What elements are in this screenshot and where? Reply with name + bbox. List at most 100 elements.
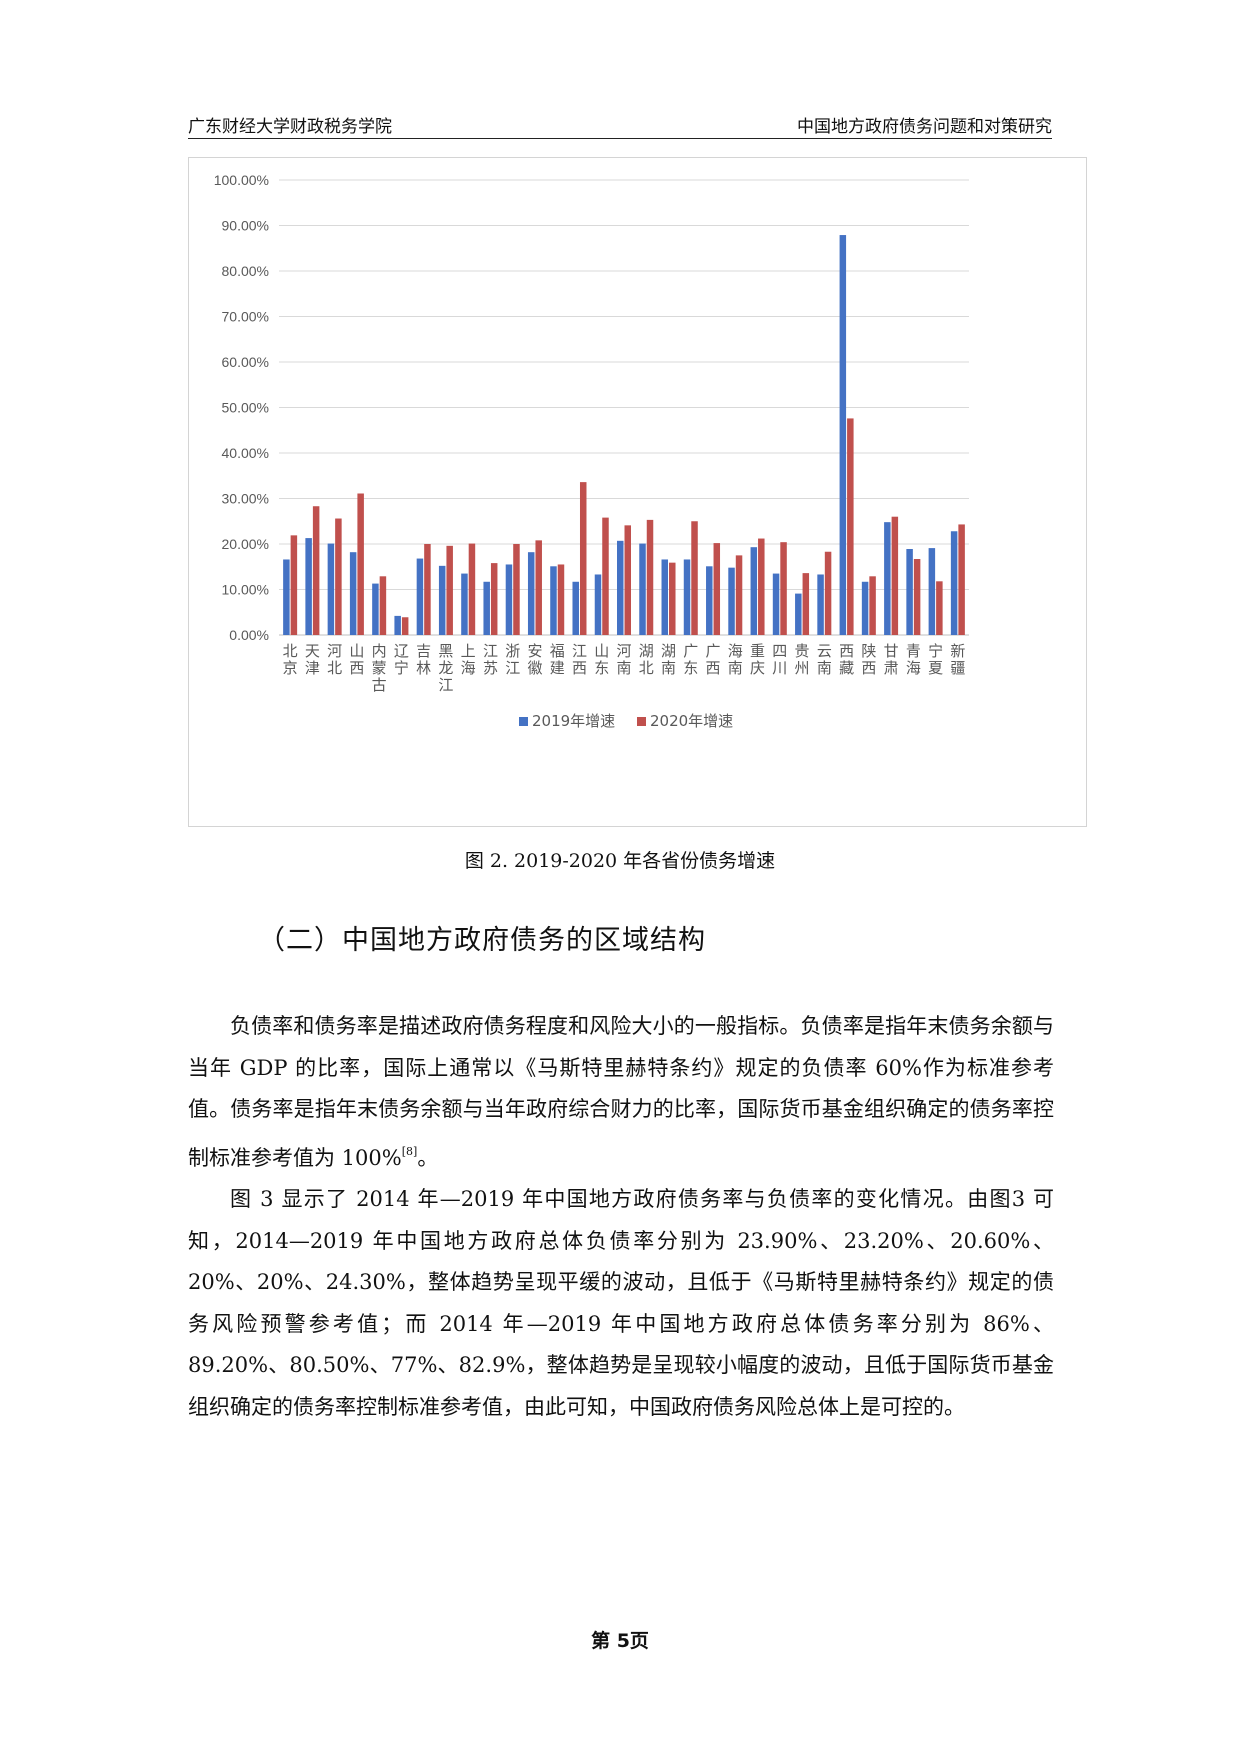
x-tick-label: 龙 — [438, 659, 453, 677]
x-tick-label: 江 — [483, 642, 498, 660]
bar-2019 — [884, 522, 891, 635]
x-tick-label: 江 — [438, 676, 453, 694]
y-tick-label: 10.00% — [222, 582, 269, 598]
y-tick-label: 90.00% — [222, 218, 269, 234]
bar-2020 — [446, 545, 453, 635]
x-tick-label: 江 — [505, 659, 520, 677]
x-tick-label: 河 — [327, 642, 342, 660]
bar-2019 — [728, 567, 735, 635]
x-tick-label: 蒙 — [372, 659, 387, 677]
bar-2020 — [401, 617, 409, 635]
x-tick-label: 湖 — [639, 642, 654, 660]
bar-2019 — [861, 581, 869, 635]
bar-2019 — [550, 566, 557, 635]
bar-2019 — [527, 552, 535, 635]
x-tick-label: 湖 — [661, 642, 676, 660]
x-tick-label: 江 — [572, 642, 587, 660]
running-header: 广东财经大学财政税务学院 中国地方政府债务问题和对策研究 — [188, 112, 1052, 139]
y-tick-label: 70.00% — [222, 309, 269, 325]
bar-2019 — [416, 558, 424, 635]
bar-2020 — [424, 544, 431, 635]
x-tick-label: 海 — [461, 659, 476, 677]
bar-2019 — [839, 235, 847, 635]
x-tick-label: 京 — [283, 659, 298, 677]
bar-2019 — [349, 552, 357, 635]
x-tick-label: 庆 — [750, 659, 765, 677]
bar-2020 — [557, 564, 565, 635]
bar-2019 — [706, 566, 713, 635]
chart-svg: 0.00% 10.00% 20.00% 30.00% 40.00% 50.00% 60.00… — [214, 172, 969, 730]
bar-2020 — [669, 562, 676, 635]
bar-2020 — [513, 544, 520, 635]
bar-2020 — [312, 506, 320, 635]
x-tick-label: 古 — [372, 676, 387, 694]
bar-2019 — [639, 543, 646, 635]
y-tick-label: 30.00% — [222, 491, 269, 507]
bar-2020 — [646, 519, 654, 635]
bar-2019 — [817, 574, 824, 635]
paragraph-1-text: 负债率和债务率是描述政府债务程度和风险大小的一般指标。负债率是指年末债务余额与当… — [188, 1014, 1054, 1170]
x-tick-label: 肃 — [884, 659, 899, 677]
x-tick-label: 浙 — [505, 642, 520, 660]
x-tick-label: 州 — [795, 659, 810, 677]
bar-2020 — [958, 524, 965, 635]
x-tick-label: 海 — [906, 659, 921, 677]
x-tick-label: 贵 — [795, 642, 810, 660]
x-tick-label: 南 — [661, 659, 676, 677]
legend-swatch — [519, 717, 528, 726]
bar-2019 — [950, 531, 958, 635]
bar-2019 — [483, 581, 490, 635]
header-title: 中国地方政府债务问题和对策研究 — [797, 117, 1052, 137]
paragraph-1-end: 。 — [417, 1145, 439, 1170]
x-tick-label: 辽 — [394, 642, 409, 660]
x-tick-label: 北 — [327, 659, 342, 677]
x-tick-label: 广 — [683, 642, 698, 660]
x-tick-label: 福 — [550, 642, 565, 660]
x-tick-label: 新 — [950, 642, 965, 660]
x-tick-label: 重 — [750, 642, 765, 660]
x-tick-label: 西 — [839, 642, 854, 660]
bar-2020 — [602, 517, 609, 635]
bar-2020 — [379, 576, 387, 635]
x-tick-label: 西 — [349, 659, 364, 677]
bar-2020 — [869, 576, 876, 635]
x-tick-label: 山 — [349, 642, 364, 660]
x-tick-label: 南 — [616, 659, 631, 677]
x-tick-label: 内 — [372, 642, 387, 660]
y-tick-label: 20.00% — [222, 536, 269, 552]
section-heading: （二）中国地方政府债务的区域结构 — [258, 925, 706, 956]
legend-label: 2019年增速 — [532, 712, 615, 730]
bar-2019 — [683, 559, 691, 635]
bar-2020 — [780, 542, 787, 635]
bar-2020 — [490, 563, 498, 635]
x-tick-label: 上 — [461, 642, 476, 660]
y-tick-label: 80.00% — [222, 263, 269, 279]
bar-2019 — [661, 559, 669, 635]
x-tick-label: 藏 — [839, 659, 854, 677]
x-tick-label: 西 — [861, 659, 876, 677]
figure-caption: 图 2. 2019-2020 年各省份债务增速 — [464, 850, 776, 872]
legend-label: 2020年增速 — [650, 712, 733, 730]
x-tick-label: 陕 — [861, 642, 876, 660]
bar-2020 — [579, 482, 587, 635]
bar-2020 — [357, 493, 364, 635]
bar-2020 — [713, 543, 721, 635]
x-tick-label: 安 — [527, 642, 542, 660]
bar-2020 — [936, 581, 943, 635]
bar-2020 — [758, 538, 765, 635]
x-tick-label: 甘 — [884, 642, 899, 660]
bar-2019 — [327, 543, 335, 635]
bar-2020 — [535, 540, 542, 635]
bar-2019 — [750, 547, 758, 635]
bar-2020 — [691, 521, 698, 635]
bar-2019 — [795, 593, 802, 635]
x-tick-label: 黑 — [438, 642, 453, 660]
x-tick-label: 山 — [594, 642, 609, 660]
bar-chart: 0.00% 10.00% 20.00% 30.00% 40.00% 50.00% 60.00… — [188, 157, 1087, 827]
x-tick-label: 东 — [683, 659, 698, 677]
y-tick-label: 50.00% — [222, 400, 269, 416]
bar-2019 — [505, 564, 513, 635]
citation-ref: [8] — [401, 1144, 418, 1158]
x-tick-label: 北 — [639, 659, 654, 677]
x-tick-label: 川 — [772, 659, 787, 677]
